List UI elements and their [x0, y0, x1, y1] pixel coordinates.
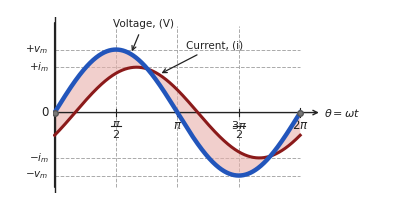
Text: Current, (i): Current, (i)	[163, 41, 243, 73]
Text: 0: 0	[41, 106, 49, 119]
Text: $\pi$: $\pi$	[173, 119, 182, 132]
Text: $3\pi$: $3\pi$	[231, 119, 247, 131]
Text: $\pi$: $\pi$	[111, 119, 120, 129]
Text: $2$: $2$	[235, 128, 243, 140]
Text: $2\pi$: $2\pi$	[292, 119, 309, 132]
Text: $-i_m$: $-i_m$	[29, 151, 49, 165]
Text: $-v_m$: $-v_m$	[26, 170, 49, 181]
Text: $+v_m$: $+v_m$	[26, 43, 49, 56]
Text: $+i_m$: $+i_m$	[29, 60, 49, 74]
Text: $\theta = \omega t$: $\theta = \omega t$	[324, 106, 361, 119]
Text: $2$: $2$	[112, 128, 120, 140]
Text: Voltage, (V): Voltage, (V)	[113, 19, 173, 50]
